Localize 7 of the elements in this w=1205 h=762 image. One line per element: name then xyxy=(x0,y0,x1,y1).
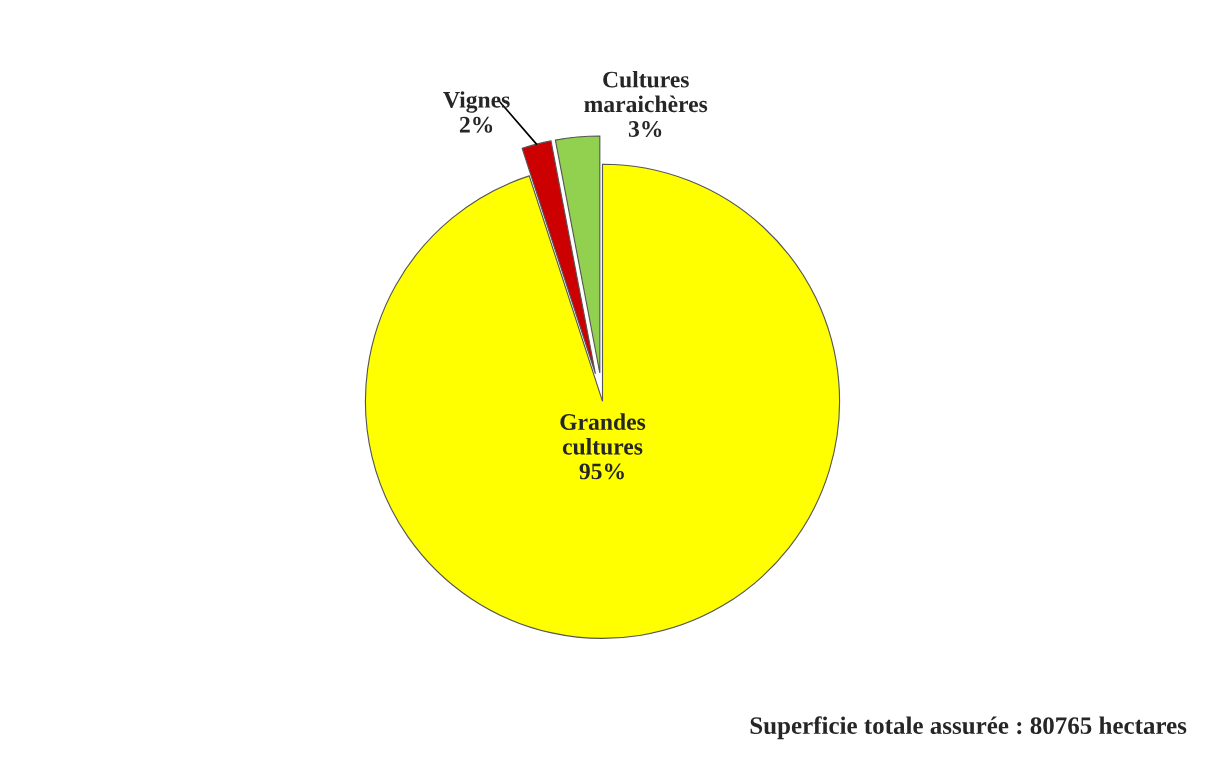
data-label: 95% xyxy=(579,463,624,480)
slice-label: Cultures maraichères xyxy=(584,70,708,113)
data-label: 2% xyxy=(459,116,493,133)
slice-label: Grandes cultures xyxy=(560,413,646,455)
slice-label: Vignes xyxy=(443,91,510,113)
data-label: 3% xyxy=(628,120,662,137)
text: Superficie totale assurée : 80765 hectares xyxy=(750,716,1187,740)
